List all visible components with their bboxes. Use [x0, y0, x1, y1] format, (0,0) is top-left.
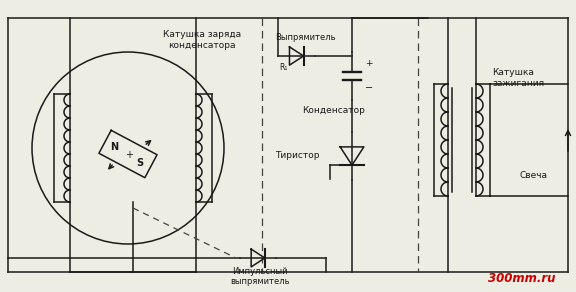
Text: 300mm.ru: 300mm.ru: [488, 272, 555, 284]
Text: Тиристор: Тиристор: [275, 152, 320, 161]
Text: S: S: [137, 158, 143, 168]
Text: Импульсный
выпрямитель: Импульсный выпрямитель: [230, 267, 290, 286]
Text: Свеча: Свеча: [520, 171, 548, 180]
Text: R₁: R₁: [279, 63, 287, 72]
Text: Катушка заряда
конденсатора: Катушка заряда конденсатора: [163, 30, 241, 50]
Text: Выпрямитель: Выпрямитель: [275, 33, 335, 42]
Text: +: +: [365, 60, 373, 69]
Text: −: −: [365, 83, 373, 93]
Text: Катушка
зажигания: Катушка зажигания: [492, 68, 544, 88]
Text: +: +: [125, 150, 133, 160]
Text: Конденсатор: Конденсатор: [302, 106, 365, 115]
Text: N: N: [110, 142, 118, 152]
